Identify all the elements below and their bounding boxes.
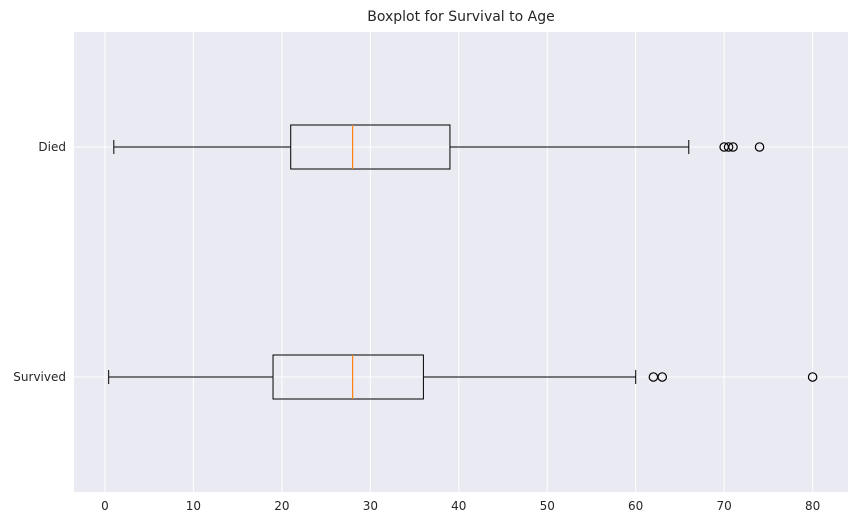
x-tick-label: 20: [274, 499, 289, 513]
outlier-point: [754, 142, 765, 152]
axis-ticks: 0 10 20 30 40 50 60 70 80 Survived Died: [13, 140, 820, 513]
boxes: [108, 124, 818, 400]
y-tick-label: Died: [38, 140, 66, 154]
box-group: [113, 124, 765, 170]
box-iqr: [290, 124, 451, 170]
x-tick-label: 50: [540, 499, 555, 513]
box-iqr: [272, 354, 424, 400]
x-tick-label: 0: [101, 499, 109, 513]
plot-area: [74, 32, 848, 492]
outlier-point: [657, 372, 668, 382]
outlier-point: [723, 142, 734, 152]
x-tick-label: 70: [717, 499, 732, 513]
y-tick-label: Survived: [13, 370, 66, 384]
outlier-point: [807, 372, 818, 382]
x-tick-label: 80: [805, 499, 820, 513]
chart-title: Boxplot for Survival to Age: [367, 9, 554, 25]
x-tick-label: 40: [451, 499, 466, 513]
x-tick-label: 30: [363, 499, 378, 513]
x-tick-label: 60: [628, 499, 643, 513]
outlier-point: [728, 142, 738, 152]
x-tick-label: 10: [186, 499, 201, 513]
box-group: [108, 354, 818, 400]
